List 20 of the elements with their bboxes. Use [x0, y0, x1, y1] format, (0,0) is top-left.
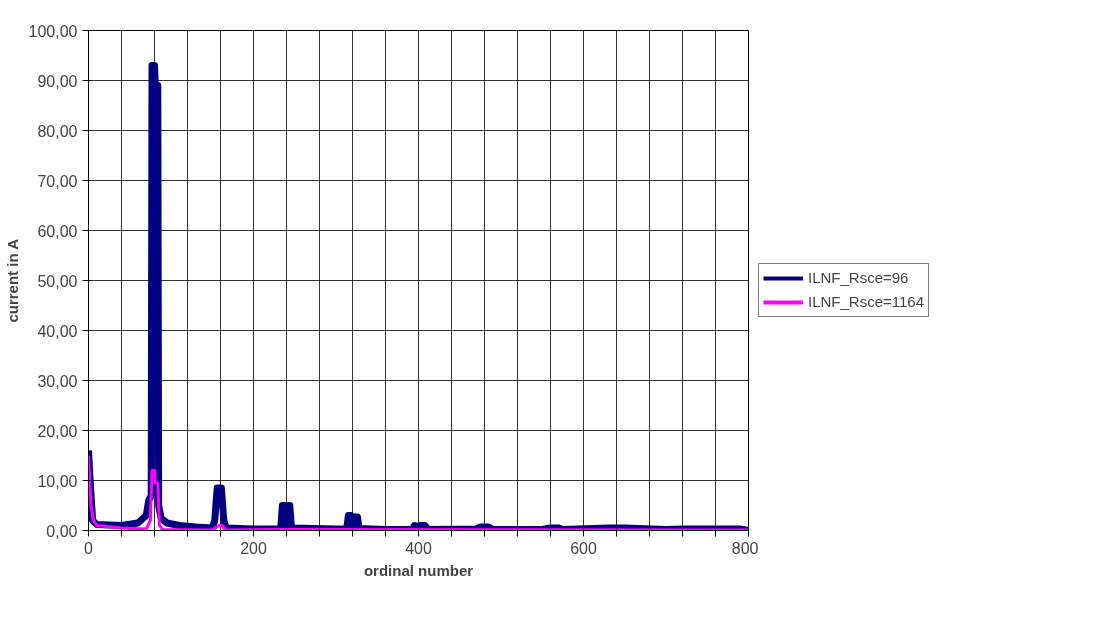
- x-tick-label: 400: [405, 539, 432, 557]
- y-tick-label: 90,00: [37, 72, 78, 90]
- y-tick-label: 40,00: [37, 322, 78, 340]
- x-tick-label: 800: [731, 539, 759, 557]
- y-tick-label: 10,00: [37, 472, 78, 490]
- y-tick-label: 20,00: [37, 422, 78, 440]
- x-tick-label: 0: [84, 539, 94, 557]
- y-axis-title: current in A: [3, 238, 21, 323]
- x-axis-title: ordinal number: [363, 561, 474, 579]
- y-tick-label: 80,00: [37, 122, 78, 140]
- x-tick-label: 200: [240, 539, 267, 557]
- y-tick-label: 70,00: [37, 172, 78, 190]
- legend-label: ILNF_Rsce=1164: [808, 293, 925, 310]
- y-tick-label: 60,00: [37, 222, 78, 240]
- legend-label: ILNF_Rsce=96: [808, 269, 909, 286]
- y-tick-label: 100,00: [28, 22, 78, 40]
- x-tick-label: 600: [570, 539, 597, 557]
- y-tick-label: 30,00: [37, 372, 78, 390]
- y-tick-label: 50,00: [37, 272, 78, 290]
- y-tick-label: 0,00: [46, 522, 78, 540]
